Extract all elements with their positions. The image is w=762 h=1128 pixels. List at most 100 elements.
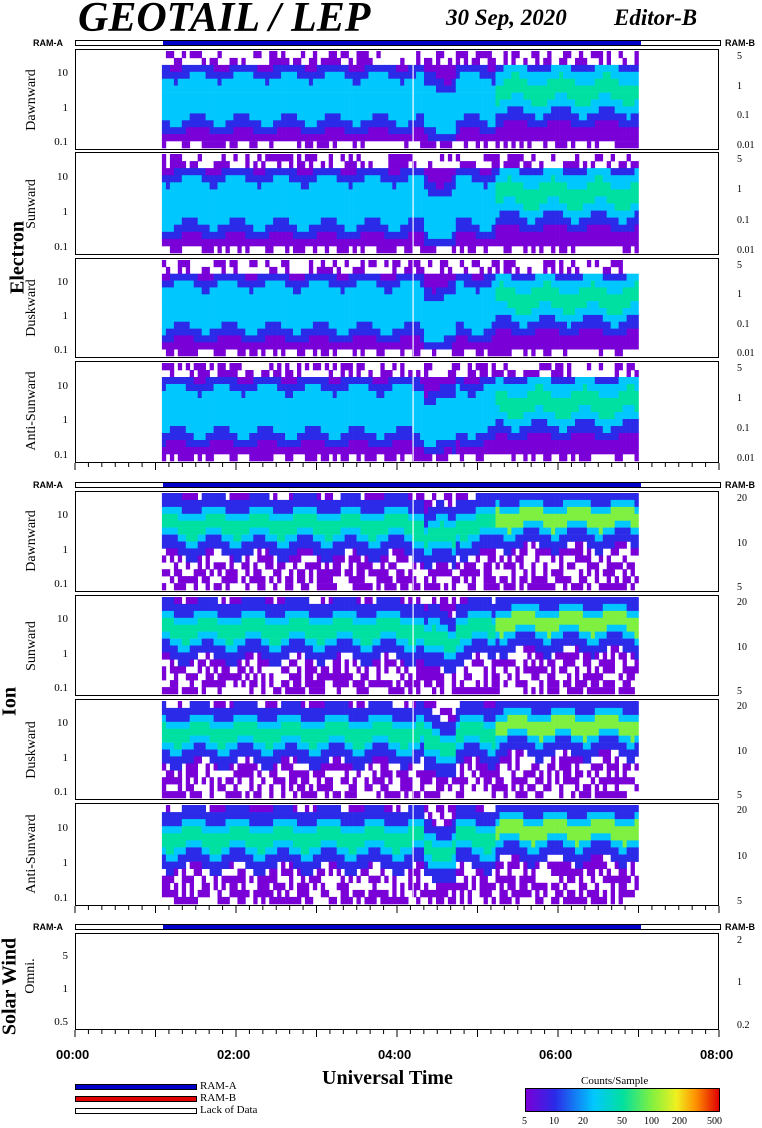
spectrogram-cell [614, 349, 619, 357]
spectrogram-cell [475, 120, 480, 128]
spectrogram-cell [559, 335, 564, 343]
spectrogram-cell [261, 433, 266, 441]
spectrogram-cell [249, 440, 254, 448]
spectrogram-cell [193, 99, 198, 107]
spectrogram-cell [217, 64, 222, 73]
spectrogram-cell [312, 419, 318, 427]
spectrogram-cell [241, 238, 246, 247]
spectrogram-cell [602, 78, 608, 86]
spectrogram-cell [189, 182, 194, 190]
spectrogram-cell [618, 203, 623, 211]
spectrogram-cell [293, 384, 298, 392]
spectrogram-cell [630, 335, 635, 343]
spectrogram-cell [515, 85, 520, 93]
spectrogram-cell [169, 384, 175, 392]
spectrogram-cell [277, 335, 282, 343]
spectrogram-cell [265, 454, 270, 462]
spectrogram-cell [213, 78, 218, 86]
spectrogram-cell [265, 154, 270, 162]
spectrogram-cell [320, 287, 326, 295]
spectrogram-cell [328, 405, 333, 413]
spectrogram-cell [324, 433, 330, 441]
spectrogram-cell [293, 412, 298, 420]
spectrogram-cell [400, 182, 405, 190]
spectrogram-cell [161, 189, 167, 197]
spectrogram-cell [463, 210, 469, 218]
spectrogram-cell [483, 71, 488, 79]
spectrogram-cell [189, 328, 194, 336]
spectrogram-cell [217, 342, 222, 350]
spectrogram-cell [491, 120, 496, 128]
spectrogram-cell [285, 321, 290, 329]
spectrogram-cell [344, 189, 349, 197]
spectrogram-cell [622, 134, 627, 142]
spectrogram-cell [420, 71, 425, 79]
spectrogram-cell [213, 426, 218, 434]
spectrogram-cell [241, 203, 246, 211]
spectrogram-cell [543, 231, 548, 240]
spectrogram-cell [567, 78, 572, 86]
spectrogram-cell [177, 433, 183, 441]
spectrogram-cell [547, 168, 552, 176]
spectrogram-cell [582, 99, 588, 107]
spectrogram-cell [173, 280, 179, 288]
spectrogram-cell [443, 231, 449, 240]
spectrogram-cell [332, 51, 337, 59]
spectrogram-cell [515, 78, 520, 86]
spectrogram-cell [519, 64, 524, 73]
spectrogram-cell [439, 182, 445, 190]
spectrogram-cell [253, 64, 258, 73]
spectrogram-cell [217, 175, 222, 183]
spectrogram-cell [181, 92, 187, 100]
spectrogram-cell [241, 189, 246, 197]
spectrogram-cell [571, 85, 576, 93]
spectrogram-cell [594, 314, 600, 323]
spectrogram-cell [285, 314, 290, 323]
spectrogram-cell [491, 328, 496, 336]
spectrogram-cell [571, 120, 576, 128]
spectrogram-cell [404, 314, 409, 323]
spectrogram-cell [527, 161, 532, 169]
spectrogram-cell [626, 106, 631, 114]
spectrogram-cell [285, 405, 290, 413]
spectrogram-cell [312, 168, 318, 176]
spectrogram-cell [491, 321, 496, 329]
spectrogram-cell [225, 99, 230, 107]
spectrogram-cell [471, 224, 476, 233]
spectrogram-cell [281, 433, 286, 441]
spectrogram-cell [582, 64, 588, 73]
spectrogram-cell [364, 308, 369, 316]
spectrogram-cell [586, 231, 592, 240]
spectrogram-cell [535, 120, 540, 128]
spectrogram-cell [205, 85, 210, 93]
spectrogram-cell [400, 231, 405, 240]
spectrogram-cell [451, 238, 457, 247]
spectrogram-cell [344, 161, 349, 169]
spectrogram-cell [443, 141, 449, 149]
spectrogram-cell [618, 266, 623, 275]
spectrogram-cell [340, 335, 345, 343]
spectrogram-cell [289, 134, 294, 142]
spectrogram-cell [177, 328, 183, 336]
spectrogram-cell [233, 447, 238, 455]
spectrogram-cell [511, 260, 516, 268]
spectrogram-cell [289, 440, 294, 448]
spectrogram-cell [332, 92, 337, 100]
spectrogram-cell [571, 127, 576, 135]
spectrogram-cell [189, 161, 194, 169]
spectrogram-cell [257, 78, 262, 86]
spectrogram-cell [618, 231, 623, 240]
spectrogram-cell [372, 78, 377, 86]
spectrogram-cell [201, 203, 206, 211]
spectrogram-cell [185, 426, 191, 434]
spectrogram-cell [360, 189, 365, 197]
spectrogram-cell [590, 175, 596, 183]
spectrogram-cell [586, 99, 592, 107]
spectrogram-cell [225, 127, 230, 135]
spectrogram-cell [185, 335, 191, 343]
spectrogram-cell [185, 412, 191, 420]
spectrogram-cell [590, 273, 596, 281]
spectrogram-cell [392, 64, 397, 73]
spectrogram-cell [630, 78, 635, 86]
spectrogram-cell [197, 134, 202, 142]
